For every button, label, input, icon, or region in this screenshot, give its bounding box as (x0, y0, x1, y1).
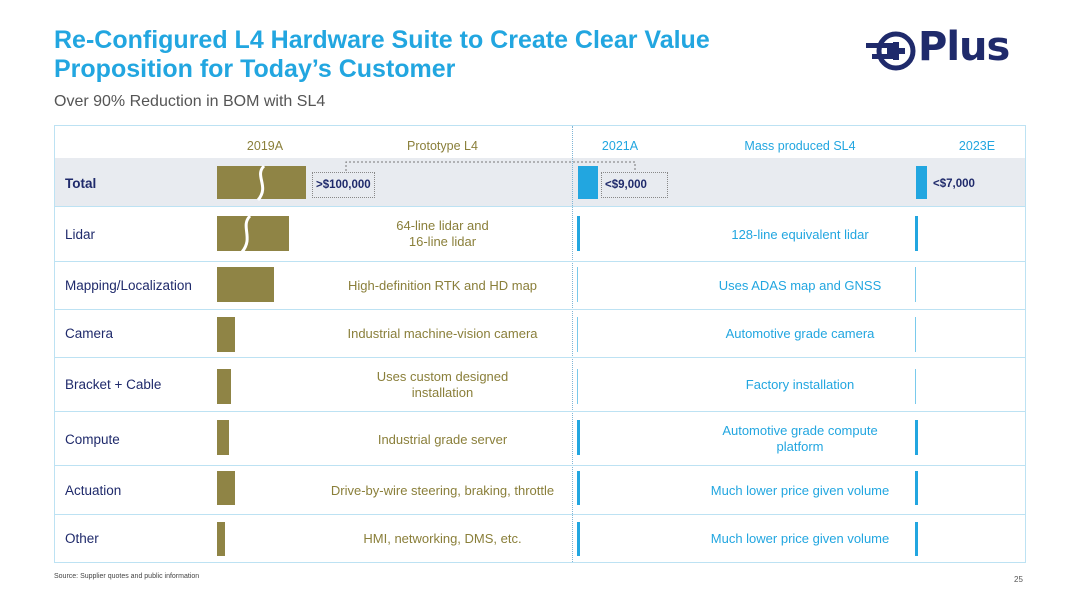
row-label-other: Other (65, 531, 99, 546)
desc-old-other: HMI, networking, DMS, etc. (363, 531, 522, 546)
total-value-2019: >$100,000 (312, 172, 375, 198)
desc-old-mapping: High-definition RTK and HD map (347, 278, 538, 293)
bar-2019-actuation (217, 471, 235, 505)
desc-old-lidar: 64-line lidar and 16-line lidar (310, 218, 575, 250)
row-label-compute: Compute (65, 432, 120, 447)
column-year-2021: 2021A (601, 139, 639, 153)
desc-line: platform (776, 439, 824, 454)
bar-2023-bracket-cable (915, 369, 916, 404)
column-year-2023: 2023E (958, 139, 996, 153)
bar-2019-compute (217, 420, 229, 455)
desc-new-lidar: 128-line equivalent lidar (731, 227, 869, 242)
total-value-2023: <$7,000 (933, 178, 975, 190)
bar-2019-other (217, 522, 225, 556)
period-divider (572, 126, 573, 562)
desc-new-other: Much lower price given volume (710, 531, 890, 546)
row-divider (55, 411, 1025, 412)
logo-text: Plus (918, 24, 1010, 70)
bar-2021-actuation (577, 471, 580, 505)
bar-2023-lidar (915, 216, 918, 251)
desc-old-camera: Industrial machine-vision camera (347, 326, 538, 341)
comparison-panel (54, 125, 1026, 563)
row-label-camera: Camera (65, 326, 114, 341)
desc-line: installation (411, 385, 474, 400)
bar-2023-actuation (915, 471, 918, 505)
row-label-actuation: Actuation (65, 483, 122, 498)
desc-new-compute: Automotive grade compute platform (680, 423, 920, 455)
bar-2023-camera (915, 317, 916, 352)
row-label-lidar: Lidar (65, 227, 96, 242)
bar-2021-camera (577, 317, 578, 352)
bar-2019-mapping (217, 267, 274, 302)
bar-2021-lidar (577, 216, 580, 251)
bar-2023-other (915, 522, 918, 556)
desc-line: 64-line lidar and (396, 218, 489, 233)
bar-2019-camera (217, 317, 235, 352)
bar-2021-other (577, 522, 580, 556)
desc-line: 16-line lidar (408, 234, 477, 249)
page-title: Re-Configured L4 Hardware Suite to Creat… (54, 26, 834, 84)
desc-new-actuation: Much lower price given volume (710, 483, 890, 498)
row-divider (55, 514, 1025, 515)
column-label-mass-produced: Mass produced SL4 (744, 139, 856, 153)
row-label-total: Total (65, 176, 97, 191)
bar-2021-mapping (577, 267, 578, 302)
total-bar-break (256, 164, 266, 201)
reduction-bracket (345, 161, 636, 171)
bar-2021-compute (577, 420, 580, 455)
plus-logo-icon (866, 31, 916, 71)
row-label-bracket-cable: Bracket + Cable (65, 377, 162, 392)
bar-2023-compute (915, 420, 918, 455)
page-number: 25 (1014, 575, 1023, 584)
page-subtitle: Over 90% Reduction in BOM with SL4 (54, 93, 326, 110)
total-bar-2021 (578, 166, 598, 199)
desc-new-camera: Automotive grade camera (725, 326, 875, 341)
total-value-2021: <$9,000 (601, 172, 668, 198)
desc-new-mapping: Uses ADAS map and GNSS (718, 278, 882, 293)
desc-line: Automotive grade compute (722, 423, 878, 438)
plus-logo: Plus (866, 24, 1026, 74)
bar-2019-lidar (217, 216, 289, 251)
row-divider (55, 309, 1025, 310)
total-bar-2023 (916, 166, 927, 199)
row-divider (55, 261, 1025, 262)
total-row-background (55, 158, 1025, 206)
title-line-2: Proposition for Today’s Customer (54, 55, 456, 83)
title-line-1: Re-Configured L4 Hardware Suite to Creat… (54, 26, 710, 54)
row-divider (55, 357, 1025, 358)
desc-line: Uses custom designed (376, 369, 509, 384)
bar-2021-bracket-cable (577, 369, 578, 404)
row-divider (55, 465, 1025, 466)
desc-old-compute: Industrial grade server (377, 432, 508, 447)
lidar-bar-break (240, 214, 252, 253)
desc-new-bracket-cable: Factory installation (745, 377, 855, 392)
column-year-2019: 2019A (246, 139, 284, 153)
column-label-prototype: Prototype L4 (407, 139, 478, 153)
row-divider (55, 206, 1025, 207)
row-label-mapping: Mapping/Localization (65, 278, 192, 293)
desc-old-bracket-cable: Uses custom designed installation (310, 369, 575, 401)
bar-2023-mapping (915, 267, 916, 302)
source-note: Source: Supplier quotes and public infor… (54, 573, 200, 580)
desc-old-actuation: Drive-by-wire steering, braking, throttl… (330, 483, 555, 498)
bar-2019-bracket-cable (217, 369, 231, 404)
